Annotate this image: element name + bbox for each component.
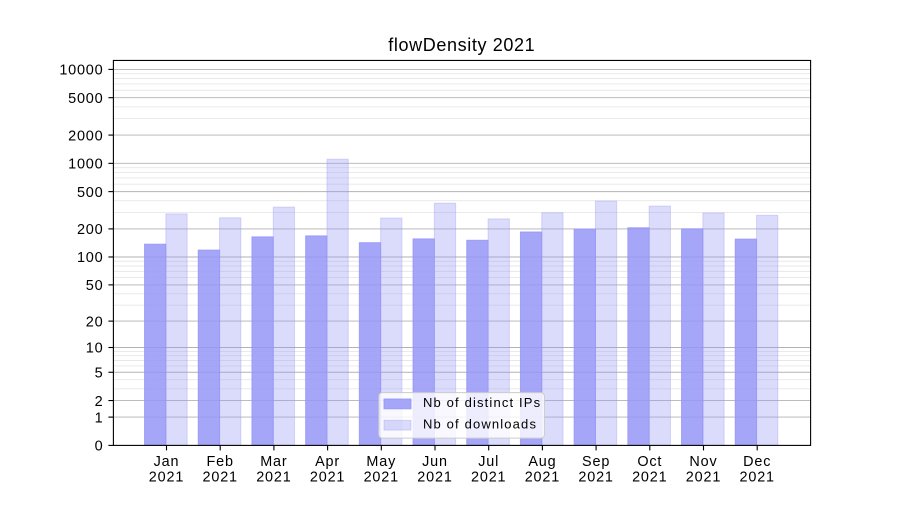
svg-text:2021: 2021 <box>310 470 345 486</box>
svg-text:Apr: Apr <box>315 454 340 470</box>
svg-text:2021: 2021 <box>739 470 774 486</box>
svg-text:10000: 10000 <box>59 63 103 79</box>
svg-text:2021: 2021 <box>149 470 184 486</box>
svg-text:100: 100 <box>77 250 103 266</box>
svg-text:2021: 2021 <box>417 470 452 486</box>
svg-text:20: 20 <box>86 314 104 330</box>
svg-text:Jun: Jun <box>422 454 448 470</box>
svg-text:50: 50 <box>86 278 104 294</box>
svg-text:2021: 2021 <box>525 470 560 486</box>
svg-text:Feb: Feb <box>207 454 234 470</box>
svg-text:Nb of distinct IPs: Nb of distinct IPs <box>423 395 541 410</box>
svg-text:2021: 2021 <box>364 470 399 486</box>
svg-text:0: 0 <box>95 439 104 455</box>
svg-text:2000: 2000 <box>68 128 103 144</box>
svg-text:2021: 2021 <box>632 470 667 486</box>
svg-text:2021: 2021 <box>202 470 237 486</box>
svg-text:1: 1 <box>95 410 104 426</box>
svg-text:500: 500 <box>77 185 103 201</box>
svg-text:2: 2 <box>95 394 104 410</box>
svg-text:Nb of downloads: Nb of downloads <box>423 417 537 432</box>
svg-text:200: 200 <box>77 222 103 238</box>
svg-text:May: May <box>366 454 396 470</box>
svg-text:2021: 2021 <box>471 470 506 486</box>
svg-text:flowDensity 2021: flowDensity 2021 <box>388 35 535 55</box>
svg-text:Jan: Jan <box>154 454 180 470</box>
svg-text:2021: 2021 <box>686 470 721 486</box>
svg-text:Dec: Dec <box>743 454 771 470</box>
svg-text:Nov: Nov <box>689 454 717 470</box>
svg-text:Oct: Oct <box>637 454 662 470</box>
svg-text:2021: 2021 <box>256 470 291 486</box>
svg-text:Mar: Mar <box>260 454 287 470</box>
svg-text:5000: 5000 <box>68 91 103 107</box>
svg-text:1000: 1000 <box>68 157 103 173</box>
svg-text:Sep: Sep <box>582 454 610 470</box>
svg-text:10: 10 <box>86 341 104 357</box>
svg-text:5: 5 <box>95 365 104 381</box>
svg-text:Jul: Jul <box>478 454 499 470</box>
svg-text:2021: 2021 <box>578 470 613 486</box>
svg-text:Aug: Aug <box>528 454 556 470</box>
